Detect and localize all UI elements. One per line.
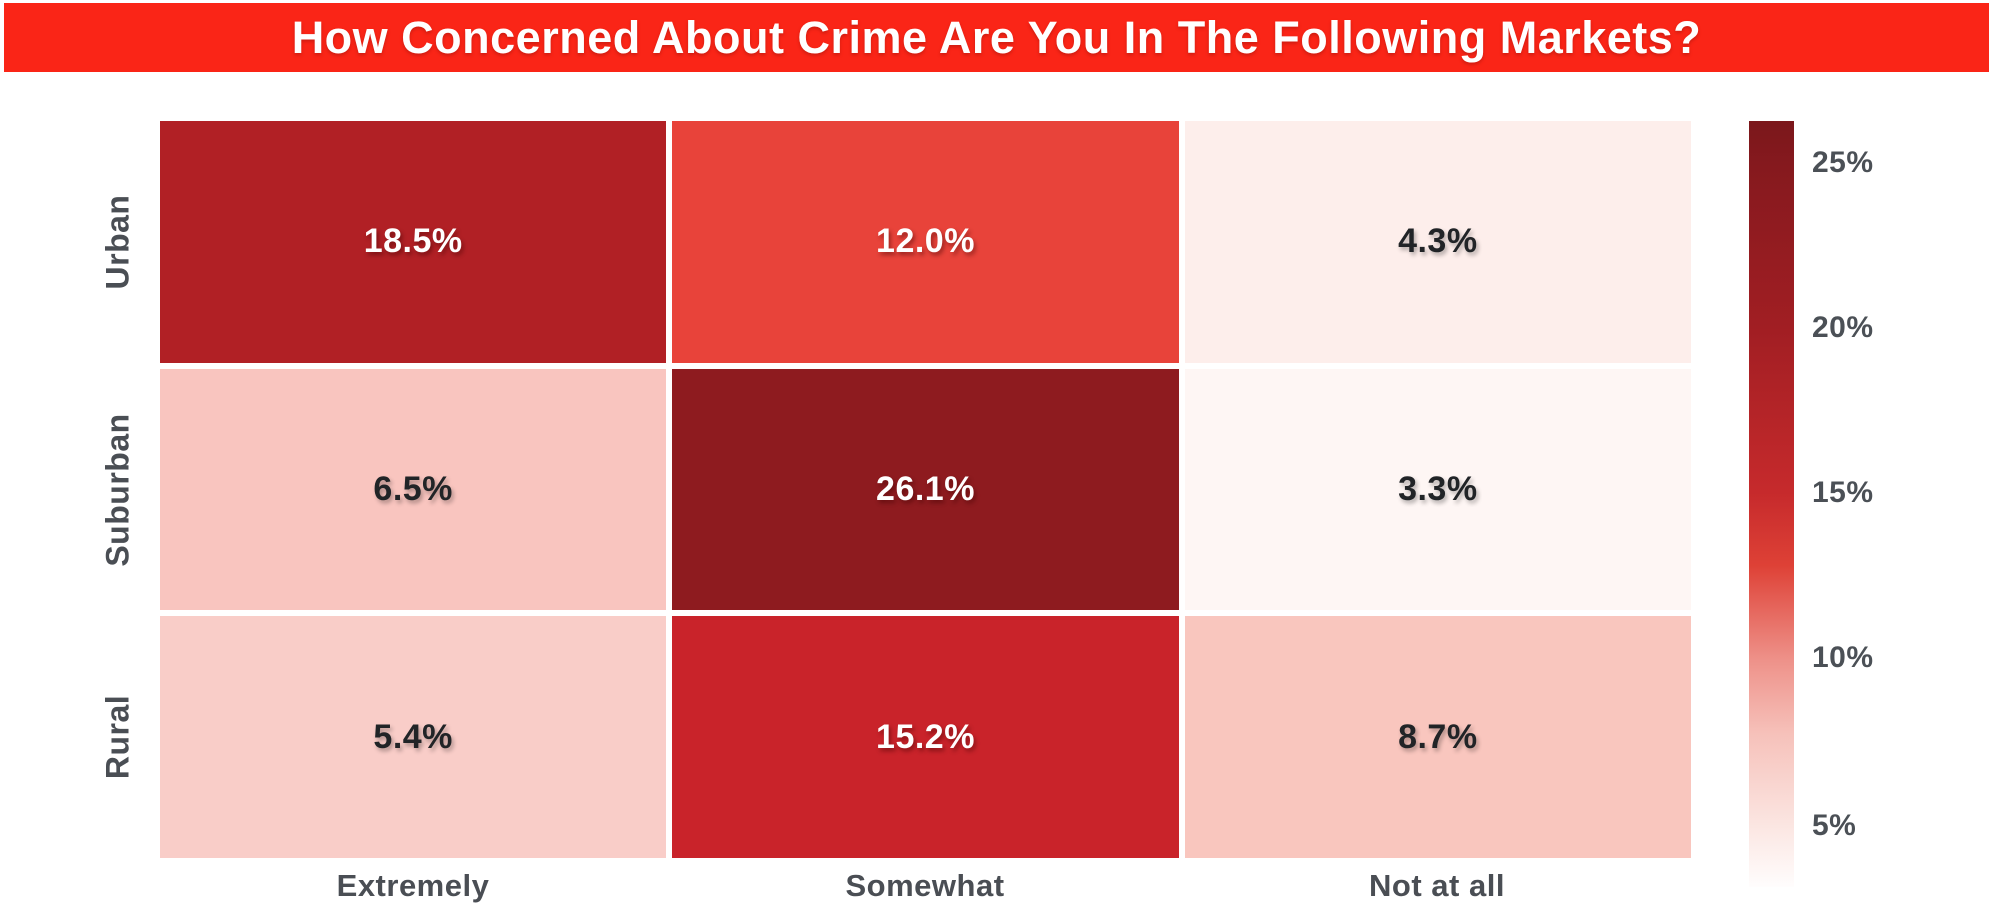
heatmap-cell-suburban-notatall: 3.3% <box>1184 368 1691 611</box>
page-title: How Concerned About Crime Are You In The… <box>291 11 1702 63</box>
heatmap-cell-urban-extremely: 18.5% <box>160 121 667 363</box>
colorbar-tick-10: 10% <box>1812 641 1874 674</box>
x-axis-label-notatall: Not at all <box>1369 868 1505 903</box>
y-axis-label-rural: Rural <box>99 694 136 780</box>
colorbar-tick-20: 20% <box>1812 311 1874 344</box>
heatmap-cell-urban-notatall: 4.3% <box>1184 121 1691 363</box>
heatmap-grid: 18.5% 12.0% 4.3% 6.5% 26.1% 3.3% 5.4% 15… <box>160 121 1691 858</box>
colorbar-tick-15: 15% <box>1812 476 1874 509</box>
x-axis-label-extremely: Extremely <box>336 868 490 903</box>
heatmap-cell-rural-extremely: 5.4% <box>160 616 667 858</box>
x-axis-label-somewhat: Somewhat <box>845 868 1005 903</box>
title-banner: How Concerned About Crime Are You In The… <box>4 3 1989 72</box>
y-axis-label-urban: Urban <box>99 194 136 290</box>
colorbar <box>1749 121 1794 887</box>
y-axis-label-suburban: Suburban <box>99 413 136 567</box>
colorbar-tick-5: 5% <box>1812 809 1857 842</box>
heatmap-cell-rural-somewhat: 15.2% <box>672 616 1179 858</box>
heatmap-cell-suburban-extremely: 6.5% <box>160 368 667 611</box>
heatmap-cell-rural-notatall: 8.7% <box>1184 616 1691 858</box>
colorbar-tick-25: 25% <box>1812 146 1874 179</box>
heatmap-cell-suburban-somewhat: 26.1% <box>672 368 1179 611</box>
heatmap-cell-urban-somewhat: 12.0% <box>672 121 1179 363</box>
